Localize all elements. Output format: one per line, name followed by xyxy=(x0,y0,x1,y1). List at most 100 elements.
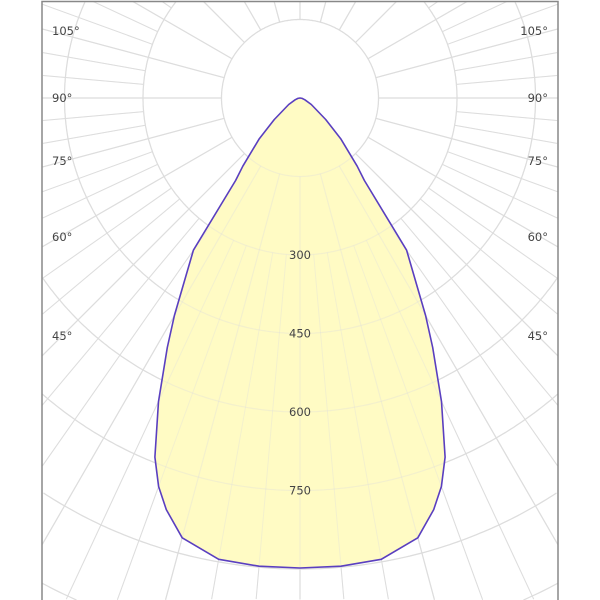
grid-spoke xyxy=(319,1,327,23)
grid-spoke-minor xyxy=(400,217,558,406)
intensity-curve xyxy=(154,97,446,569)
angle-label-left: 90° xyxy=(52,91,72,105)
grid-spoke-minor xyxy=(42,3,153,45)
grid-spoke-minor xyxy=(42,226,211,467)
grid-spoke-minor xyxy=(428,187,558,279)
grid-spoke-minor xyxy=(42,3,153,45)
grid-spoke xyxy=(375,28,558,79)
angle-label-right: 75° xyxy=(528,154,548,168)
grid-spoke xyxy=(203,1,245,43)
grid-circle xyxy=(300,1,458,256)
grid-spoke xyxy=(355,1,397,43)
grid-spoke-minor xyxy=(42,52,146,72)
grid-spoke-minor xyxy=(454,52,558,72)
grid-spoke-minor xyxy=(42,111,144,121)
grid-circle xyxy=(63,1,300,335)
grid-circle xyxy=(523,582,558,600)
angle-label-right: 45° xyxy=(528,329,548,343)
grid-spoke xyxy=(42,117,225,168)
grid-circle xyxy=(42,277,300,413)
grid-spoke-minor xyxy=(42,226,211,467)
grid-spoke-minor xyxy=(456,75,558,85)
grid-circle xyxy=(42,393,300,492)
grid-spoke-minor xyxy=(419,198,558,315)
grid-spoke xyxy=(42,165,262,545)
grid-circle xyxy=(220,18,380,178)
grid-spoke-minor xyxy=(454,124,558,144)
grid-spoke xyxy=(319,173,436,600)
grid-spoke xyxy=(355,153,558,357)
grid-spoke-minor xyxy=(442,163,558,219)
grid-spoke-minor xyxy=(447,3,558,45)
grid-circle xyxy=(43,492,300,570)
grid-spoke-minor xyxy=(42,217,200,406)
grid-spoke-minor xyxy=(365,240,535,600)
grid-spoke-minor xyxy=(116,245,247,600)
grid-spoke xyxy=(319,1,327,23)
grid-spoke-minor xyxy=(42,163,158,219)
grid-spoke-minor xyxy=(442,163,558,219)
grid-spoke-minor xyxy=(447,3,558,45)
grid-spoke-minor xyxy=(42,75,144,85)
grid-spoke xyxy=(42,28,225,79)
grid-spoke xyxy=(338,1,357,31)
grid-spoke xyxy=(42,153,245,357)
radial-tick-label: 450 xyxy=(289,327,311,341)
grid-spoke-minor xyxy=(92,1,158,33)
grid-spoke-minor xyxy=(42,163,158,219)
intensity-fill xyxy=(154,98,446,568)
grid-circle xyxy=(43,492,300,570)
angle-label-left: 75° xyxy=(52,154,72,168)
grid-spoke-minor xyxy=(42,151,153,193)
grid-spoke xyxy=(42,136,233,248)
grid-spoke-minor xyxy=(454,124,558,144)
grid-spoke-minor xyxy=(42,187,172,279)
grid-circle xyxy=(523,582,558,600)
grid-spoke-minor xyxy=(42,151,153,193)
grid-spoke xyxy=(243,1,262,31)
angle-label-left: 45° xyxy=(52,329,72,343)
grid-spoke-minor xyxy=(42,52,146,72)
grid-spoke-minor xyxy=(389,226,558,467)
grid-spoke-minor xyxy=(42,187,172,279)
angle-label-right: 105° xyxy=(520,24,548,38)
angle-label-right: 90° xyxy=(528,91,548,105)
grid-spoke-minor xyxy=(42,124,146,144)
grid-circle xyxy=(300,277,558,413)
grid-spoke xyxy=(42,136,233,248)
grid-spoke-minor xyxy=(428,187,558,279)
radial-tick-label: 750 xyxy=(289,484,311,498)
angle-label-left: 105° xyxy=(52,24,80,38)
grid-spoke-minor xyxy=(42,124,146,144)
grid-spoke-minor xyxy=(42,198,181,315)
grid-spoke xyxy=(273,1,281,23)
grid-circle xyxy=(42,582,77,600)
radial-tick-label: 600 xyxy=(289,405,311,419)
curve-layer xyxy=(154,98,446,568)
grid-spoke xyxy=(42,153,245,357)
grid-spoke-minor xyxy=(442,1,508,33)
grid-spoke xyxy=(367,1,468,60)
grid-spoke-minor xyxy=(456,111,558,121)
angle-label-left: 60° xyxy=(52,230,72,244)
grid-spoke xyxy=(273,1,281,23)
grid-spoke xyxy=(42,28,225,79)
grid-spoke xyxy=(375,28,558,79)
labels: 300 450 600 750 105° 105° 90° 90° 75° 75° 60° 60° 45… xyxy=(52,24,548,498)
grid-spoke-minor xyxy=(456,111,558,121)
grid-spoke xyxy=(203,1,245,43)
grid-spoke xyxy=(42,117,225,168)
grid-spoke xyxy=(338,1,357,31)
grid-spoke xyxy=(367,136,558,248)
grid-spoke xyxy=(132,1,233,60)
grid-spoke xyxy=(367,136,558,248)
angle-label-right: 60° xyxy=(528,230,548,244)
grid-spoke xyxy=(375,117,558,168)
grid-spoke-minor xyxy=(447,151,558,193)
grid-circle xyxy=(42,582,77,600)
grid-spoke xyxy=(375,117,558,168)
grid-spoke-minor xyxy=(353,245,484,600)
grid-spoke-minor xyxy=(389,226,558,467)
grid-spoke xyxy=(164,173,281,600)
